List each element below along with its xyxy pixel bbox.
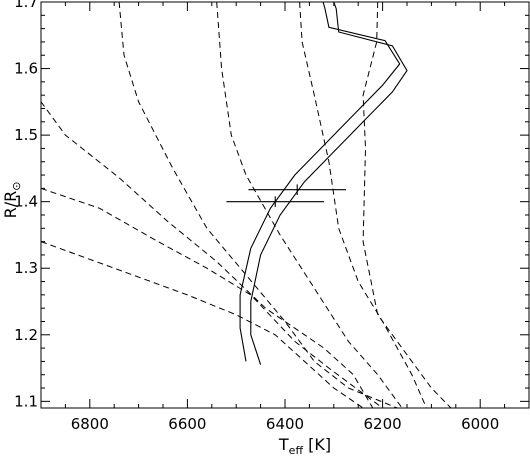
dashed-isochrones — [40, 1, 452, 409]
isochrone-line-4 — [118, 1, 398, 409]
axes: 6800 6600 6400 6200 6000 1.1 1.2 1.3 1.4 1.5 1.6 1.… — [14, 0, 530, 433]
plot-frame — [40, 1, 530, 409]
x-axis-label-subscript: eff — [289, 444, 304, 457]
y-tick-label: 1.5 — [14, 126, 38, 144]
isochrone-line-1 — [40, 101, 374, 409]
error-bar-2 — [226, 196, 325, 207]
error-bar-1 — [248, 184, 346, 196]
y-tick-label: 1.4 — [14, 193, 38, 211]
x-axis-label: Teff [K] — [278, 435, 331, 457]
isochrone-line-6 — [299, 1, 427, 409]
x-tick-label: 6200 — [364, 415, 402, 433]
isochrone-line-7 — [362, 1, 452, 409]
y-tick-label: 1.3 — [14, 259, 38, 277]
y-axis-label-sun-symbol: ⊙ — [10, 182, 23, 191]
error-bars — [226, 184, 346, 207]
isochrone-line-3 — [40, 241, 364, 409]
x-axis-label-unit: [K] — [303, 435, 331, 454]
plot-area — [40, 1, 530, 409]
x-axis-label-main: T — [278, 435, 289, 454]
track-line-1 — [250, 1, 408, 365]
x-tick-label: 6400 — [266, 415, 304, 433]
y-tick-label: 1.7 — [14, 0, 38, 11]
y-axis-label-main: R/R — [1, 191, 20, 219]
x-tick-label: 6600 — [168, 415, 206, 433]
isochrone-line-2 — [40, 187, 383, 409]
x-tick-label: 6800 — [71, 415, 109, 433]
isochrone-line-5 — [216, 1, 403, 409]
y-tick-label: 1.1 — [14, 392, 38, 410]
y-tick-label: 1.6 — [14, 60, 38, 78]
solid-tracks — [239, 1, 408, 365]
track-line-2 — [239, 1, 401, 362]
y-axis-label: R/R⊙ — [1, 182, 23, 219]
y-tick-label: 1.2 — [14, 326, 38, 344]
x-tick-label: 6000 — [461, 415, 499, 433]
